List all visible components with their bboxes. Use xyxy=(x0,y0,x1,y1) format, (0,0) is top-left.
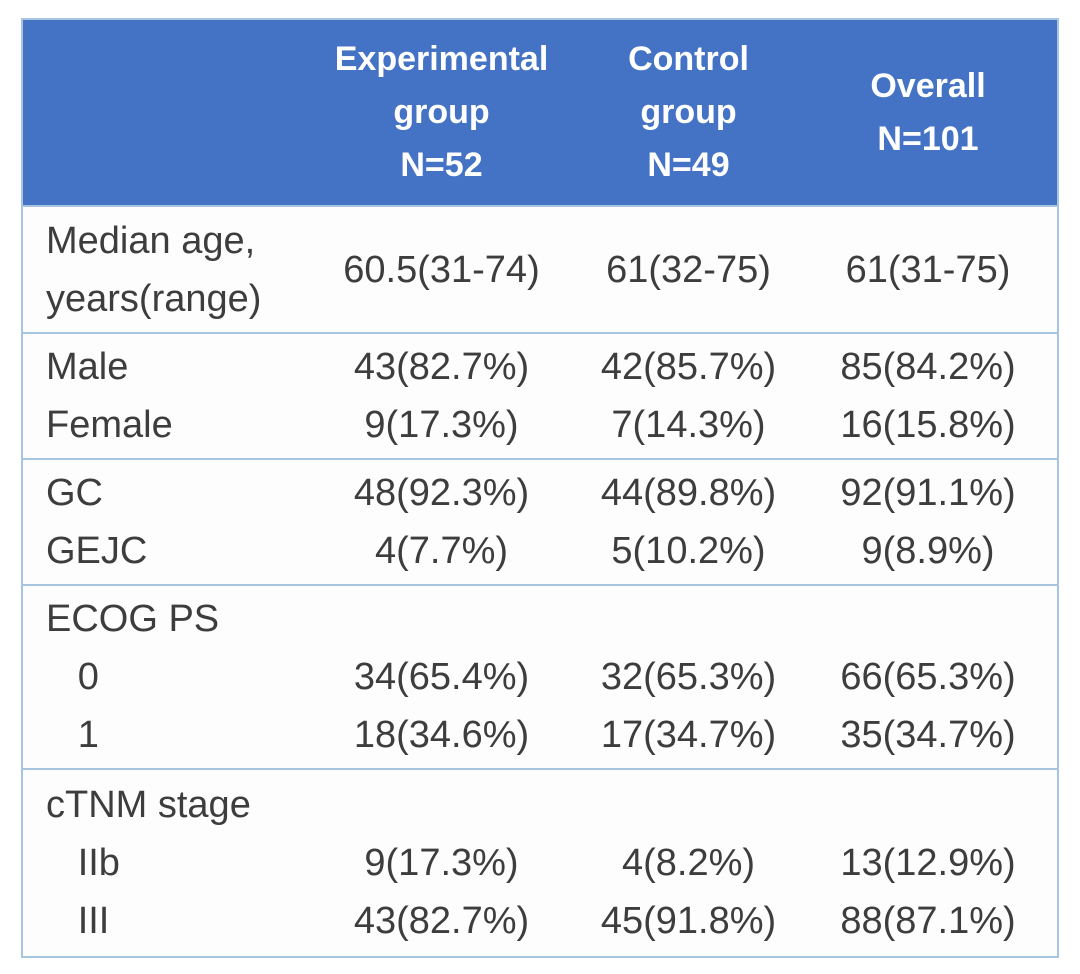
label-tumor-location: GC GEJC xyxy=(22,458,305,585)
value-tumor-location-control: 44(89.8%) 5(10.2%) xyxy=(578,458,799,585)
value-ctnm-stage-overall: 13(12.9%) 88(87.1%) xyxy=(799,768,1058,957)
baseline-characteristics-table: Experimental group N=52 Control group N=… xyxy=(21,18,1059,958)
row-tumor-location: GC GEJC 48(92.3%) 4(7.7%) 44(89.8%) 5(10… xyxy=(22,458,1058,585)
header-cell-empty xyxy=(22,19,305,206)
row-sex: Male Female 43(82.7%) 9(17.3%) 42(85.7%)… xyxy=(22,332,1058,459)
value-tumor-location-overall: 92(91.1%) 9(8.9%) xyxy=(799,458,1058,585)
value-sex-control: 42(85.7%) 7(14.3%) xyxy=(578,332,799,459)
header-row: Experimental group N=52 Control group N=… xyxy=(22,19,1058,206)
value-median-age-control: 61(32-75) xyxy=(578,205,799,333)
value-ecog-ps-control: 32(65.3%) 17(34.7%) xyxy=(578,584,799,769)
table-body: Median age, years(range) 60.5(31-74) 61(… xyxy=(22,205,1058,957)
label-ecog-ps: ECOG PS 0 1 xyxy=(22,584,305,769)
value-ctnm-stage-control: 4(8.2%) 45(91.8%) xyxy=(578,768,799,957)
value-median-age-overall: 61(31-75) xyxy=(799,205,1058,333)
value-tumor-location-experimental: 48(92.3%) 4(7.7%) xyxy=(305,458,578,585)
value-sex-overall: 85(84.2%) 16(15.8%) xyxy=(799,332,1058,459)
row-median-age: Median age, years(range) 60.5(31-74) 61(… xyxy=(22,205,1058,333)
header-cell-overall: Overall N=101 xyxy=(799,19,1058,206)
row-ecog-ps: ECOG PS 0 1 34(65.4%) 18(34.6%) 32(65.3%… xyxy=(22,584,1058,769)
row-ctnm-stage: cTNM stage IIb III 9(17.3%) 43(82.7%) 4(… xyxy=(22,768,1058,957)
label-ctnm-stage: cTNM stage IIb III xyxy=(22,768,305,957)
header-cell-control-group: Control group N=49 xyxy=(578,19,799,206)
value-ecog-ps-overall: 66(65.3%) 35(34.7%) xyxy=(799,584,1058,769)
label-median-age: Median age, years(range) xyxy=(22,205,305,333)
value-ecog-ps-experimental: 34(65.4%) 18(34.6%) xyxy=(305,584,578,769)
table-header: Experimental group N=52 Control group N=… xyxy=(22,19,1058,206)
header-cell-experimental-group: Experimental group N=52 xyxy=(305,19,578,206)
label-sex: Male Female xyxy=(22,332,305,459)
value-sex-experimental: 43(82.7%) 9(17.3%) xyxy=(305,332,578,459)
value-ctnm-stage-experimental: 9(17.3%) 43(82.7%) xyxy=(305,768,578,957)
value-median-age-experimental: 60.5(31-74) xyxy=(305,205,578,333)
